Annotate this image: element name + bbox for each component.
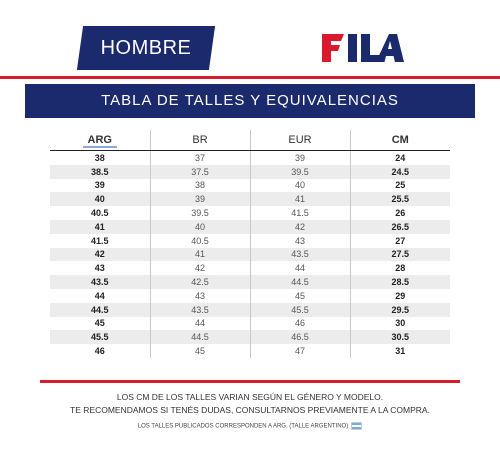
table-cell-eur: 41 — [249, 192, 350, 207]
size-table: ARG BR EUR CM 38 37 39 24 38.5 37.5 39.5 24.5 39… — [50, 130, 450, 358]
table-cell-arg: 41.5 — [90, 235, 109, 246]
fila-logo — [322, 34, 404, 62]
footer-note-2: TE RECOMENDAMOS SI TENÉS DUDAS, CONSULTA… — [70, 405, 430, 415]
table-row: 38 37 39 24 — [50, 150, 450, 165]
table-cell-cm: 24 — [349, 150, 450, 165]
table-cell-arg: 43.5 — [50, 275, 150, 289]
top-divider — [0, 76, 500, 79]
table-cell-eur: 44 — [249, 261, 350, 276]
table-cell-eur: 40 — [249, 178, 350, 193]
table-row: 40 39 41 25.5 — [50, 192, 450, 207]
table-cell-eur: 39 — [249, 150, 350, 165]
table-cell-arg: 40 — [50, 192, 150, 207]
table-header-row: ARG BR EUR CM — [50, 130, 450, 151]
table-cell-cm: 25.5 — [349, 192, 450, 207]
table-cell-br: 42.5 — [149, 275, 250, 289]
table-row: 41 40 42 26.5 — [50, 219, 450, 234]
column-header-arg: ARG — [50, 130, 150, 151]
table-cell-br: 44.5 — [149, 330, 250, 345]
column-header-br: BR — [149, 130, 250, 151]
table-row: 44 43 45 29 — [50, 288, 450, 303]
table-cell-cm: 26.5 — [349, 219, 450, 234]
table-cell-cm: 28.5 — [349, 275, 450, 289]
footer-note-1: LOS CM DE LOS TALLES VARIAN SEGÚN EL GÉN… — [116, 392, 384, 402]
column-header-cm: CM — [349, 130, 450, 151]
table-cell-eur: 45.5 — [249, 302, 350, 317]
table-cell-eur: 43 — [249, 233, 350, 248]
table-row: 43 42 44 28 — [50, 261, 450, 276]
footer-divider — [40, 380, 460, 383]
table-cell-cm: 30 — [349, 316, 450, 331]
table-cell-arg: 45 — [94, 318, 105, 329]
table-cell-eur: 46.5 — [249, 330, 350, 345]
table-cell-br: 42 — [149, 261, 250, 276]
table-cell-eur: 41.5 — [249, 206, 350, 220]
table-cell-cm: 30.5 — [349, 330, 450, 345]
table-cell-eur: 46 — [249, 316, 350, 331]
argentina-flag-icon — [351, 422, 363, 430]
table-cell-cm: 24.5 — [349, 164, 450, 179]
table-row: 42 41 43.5 27.5 — [50, 247, 450, 262]
table-row: 41.5 40.5 43 27 — [50, 233, 450, 248]
table-cell-br: 44 — [149, 316, 250, 331]
footer-disclaimer-text: LOS TALLES PUBLICADOS CORRESPONDEN A ARG… — [137, 423, 349, 430]
table-cell-cm: 25 — [349, 178, 450, 193]
footer-disclaimer: LOS TALLES PUBLICADOS CORRESPONDEN A ARG… — [0, 422, 500, 430]
table-cell-cm: 27.5 — [349, 247, 450, 262]
column-header-eur: EUR — [249, 130, 350, 151]
table-cell-eur: 39.5 — [249, 164, 350, 179]
table-cell-br: 41 — [149, 247, 250, 262]
table-cell-br: 45 — [149, 344, 250, 358]
table-cell-cm: 29.5 — [349, 302, 450, 317]
table-row: 39 38 40 25 — [50, 178, 450, 193]
table-cell-arg: 40.5 — [90, 208, 109, 219]
table-row: 40.5 39.5 41.5 26 — [50, 206, 450, 220]
table-cell-eur: 44.5 — [249, 275, 350, 289]
table-cell-cm: 26 — [349, 206, 450, 220]
table-cell-arg: 44 — [94, 290, 105, 301]
table-cell-arg: 42 — [50, 247, 150, 262]
page-title: TABLA DE TALLES Y EQUIVALENCIAS — [25, 84, 475, 118]
table-cell-arg: 38 — [94, 152, 105, 163]
table-row: 45 44 46 30 — [50, 316, 450, 331]
table-row: 44.5 43.5 45.5 29.5 — [50, 302, 450, 317]
table-row: 38.5 37.5 39.5 24.5 — [50, 164, 450, 179]
table-cell-eur: 47 — [249, 344, 350, 358]
table-cell-br: 43 — [149, 288, 250, 303]
table-cell-arg: 45.5 — [50, 330, 150, 345]
table-cell-br: 37 — [149, 150, 250, 165]
table-cell-arg: 43 — [94, 263, 105, 274]
table-cell-arg: 44.5 — [50, 302, 150, 317]
table-cell-cm: 28 — [349, 261, 450, 276]
table-cell-arg: 39 — [94, 180, 105, 191]
table-cell-br: 39.5 — [149, 206, 250, 220]
table-cell-arg: 38.5 — [50, 164, 150, 179]
table-cell-br: 38 — [149, 178, 250, 193]
table-cell-br: 43.5 — [149, 302, 250, 317]
table-cell-br: 39 — [149, 192, 250, 207]
table-row: 43.5 42.5 44.5 28.5 — [50, 275, 450, 289]
table-cell-cm: 27 — [349, 233, 450, 248]
gender-label: HOMBRE — [100, 37, 192, 59]
table-cell-eur: 43.5 — [249, 247, 350, 262]
table-row: 46 45 47 31 — [50, 344, 450, 358]
table-cell-eur: 45 — [249, 288, 350, 303]
table-cell-eur: 42 — [249, 219, 350, 234]
table-cell-br: 40.5 — [149, 233, 250, 248]
table-cell-br: 37.5 — [149, 164, 250, 179]
table-cell-arg: 41 — [50, 219, 150, 234]
gender-banner: HOMBRE — [76, 26, 216, 70]
table-cell-br: 40 — [149, 219, 250, 234]
table-cell-cm: 31 — [349, 344, 450, 358]
table-cell-arg: 46 — [94, 346, 105, 357]
table-cell-cm: 29 — [349, 288, 450, 303]
table-row: 45.5 44.5 46.5 30.5 — [50, 330, 450, 345]
